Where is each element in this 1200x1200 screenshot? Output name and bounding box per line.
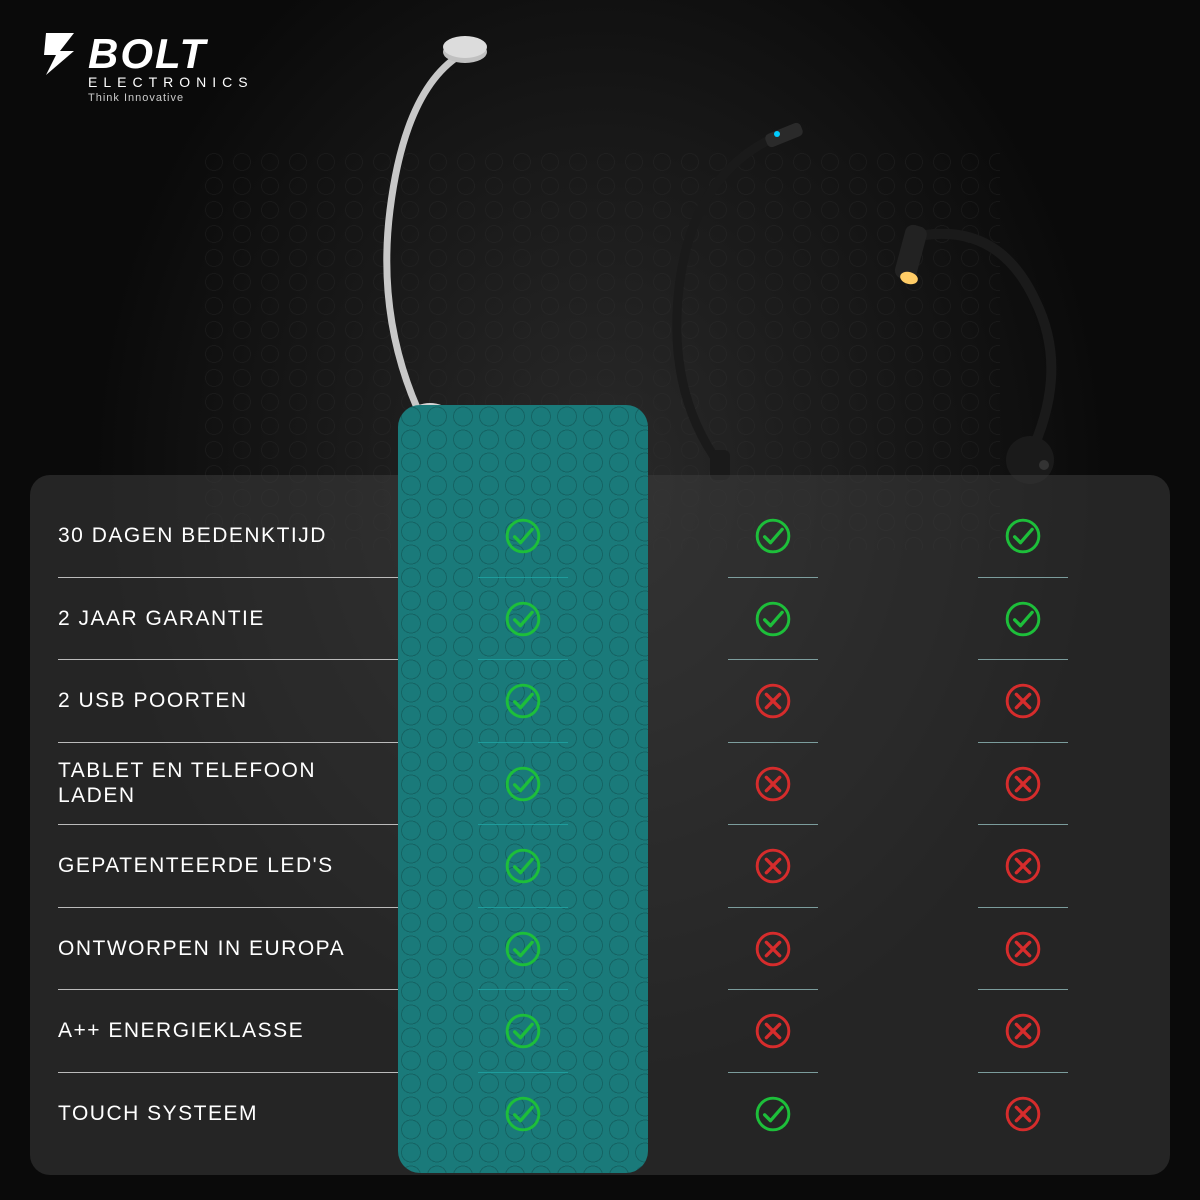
cross-icon xyxy=(753,681,793,721)
comparison-cell xyxy=(898,578,1148,661)
comparison-cell xyxy=(898,495,1148,578)
feature-label-column: 30 DAGEN BEDENKTIJD 2 JAAR GARANTIE 2 USB … xyxy=(58,495,398,1155)
logo-tagline: Think Innovative xyxy=(88,92,254,104)
feature-row: 2 JAAR GARANTIE xyxy=(58,578,398,661)
comparison-cell xyxy=(648,990,898,1073)
feature-row: GEPATENTEERDE LED'S xyxy=(58,825,398,908)
comparison-cell xyxy=(398,908,648,991)
feature-row: 2 USB POORTEN xyxy=(58,660,398,743)
cross-icon xyxy=(1003,764,1043,804)
comparison-cell xyxy=(898,660,1148,743)
comparison-cell xyxy=(648,825,898,908)
product-lamp-2 xyxy=(625,120,805,480)
cross-icon xyxy=(1003,1011,1043,1051)
comparison-cell xyxy=(648,495,898,578)
comparison-cell xyxy=(898,908,1148,991)
comparison-cell xyxy=(648,1073,898,1156)
check-icon xyxy=(503,1011,543,1051)
comparison-cell xyxy=(398,825,648,908)
comparison-cell xyxy=(398,495,648,578)
check-icon xyxy=(503,516,543,556)
check-icon xyxy=(1003,599,1043,639)
logo-brand-text: BOLT xyxy=(88,30,207,78)
feature-label: ONTWORPEN IN EUROPA xyxy=(58,936,398,961)
bolt-icon xyxy=(40,31,80,77)
product-column-2 xyxy=(648,495,898,1155)
cross-icon xyxy=(753,846,793,886)
cross-icon xyxy=(1003,1094,1043,1134)
check-icon xyxy=(503,764,543,804)
product-lamp-3 xyxy=(870,190,1070,490)
comparison-cell xyxy=(398,1073,648,1156)
cross-icon xyxy=(1003,846,1043,886)
check-icon xyxy=(503,681,543,721)
comparison-cell xyxy=(648,660,898,743)
product-lamp-1 xyxy=(355,30,555,460)
check-icon xyxy=(1003,516,1043,556)
comparison-cell xyxy=(898,825,1148,908)
comparison-cell xyxy=(648,908,898,991)
feature-row: A++ ENERGIEKLASSE xyxy=(58,990,398,1073)
feature-label: TOUCH SYSTEEM xyxy=(58,1101,398,1126)
comparison-cell xyxy=(898,1073,1148,1156)
check-icon xyxy=(503,1094,543,1134)
cross-icon xyxy=(753,764,793,804)
feature-row: ONTWORPEN IN EUROPA xyxy=(58,908,398,991)
comparison-cell xyxy=(398,660,648,743)
comparison-cell xyxy=(898,743,1148,826)
feature-label: 2 USB POORTEN xyxy=(58,688,398,713)
check-icon xyxy=(753,1094,793,1134)
check-icon xyxy=(753,599,793,639)
feature-label: GEPATENTEERDE LED'S xyxy=(58,853,398,878)
cross-icon xyxy=(1003,681,1043,721)
comparison-cell xyxy=(398,990,648,1073)
check-icon xyxy=(503,929,543,969)
feature-row: TOUCH SYSTEEM xyxy=(58,1073,398,1156)
comparison-cell xyxy=(398,578,648,661)
check-icon xyxy=(503,599,543,639)
cross-icon xyxy=(1003,929,1043,969)
feature-label: 30 DAGEN BEDENKTIJD xyxy=(58,523,398,548)
comparison-cell xyxy=(648,743,898,826)
check-icon xyxy=(503,846,543,886)
logo-sub-text: ELECTRONICS xyxy=(88,74,254,90)
comparison-cell xyxy=(648,578,898,661)
product-column-3 xyxy=(898,495,1148,1155)
feature-row: 30 DAGEN BEDENKTIJD xyxy=(58,495,398,578)
cross-icon xyxy=(753,1011,793,1051)
product-column-1 xyxy=(398,405,648,1173)
feature-label: A++ ENERGIEKLASSE xyxy=(58,1018,398,1043)
comparison-cell xyxy=(398,743,648,826)
brand-logo: BOLT ELECTRONICS Think Innovative xyxy=(40,30,254,104)
cross-icon xyxy=(753,929,793,969)
feature-label: 2 JAAR GARANTIE xyxy=(58,606,398,631)
feature-label: TABLET EN TELEFOON LADEN xyxy=(58,758,398,808)
comparison-cell xyxy=(898,990,1148,1073)
feature-row: TABLET EN TELEFOON LADEN xyxy=(58,743,398,826)
comparison-panel: 30 DAGEN BEDENKTIJD 2 JAAR GARANTIE 2 USB … xyxy=(30,475,1170,1175)
check-icon xyxy=(753,516,793,556)
